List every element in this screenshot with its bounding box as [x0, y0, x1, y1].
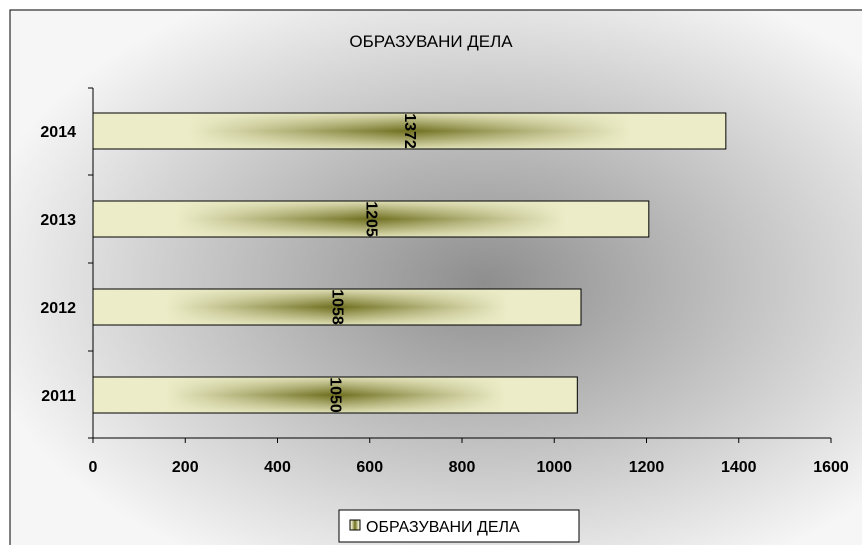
x-tick-label: 1000 [536, 459, 572, 476]
data-label: 1205 [362, 201, 379, 237]
x-tick-label: 400 [264, 459, 291, 476]
data-label: 1372 [401, 113, 418, 149]
bar-overlay [92, 288, 582, 326]
category-label: 2014 [40, 124, 76, 141]
category-label: 2012 [40, 300, 76, 317]
x-tick-label: 600 [356, 459, 383, 476]
category-label: 2011 [41, 388, 76, 405]
bar-overlay [92, 112, 727, 150]
data-label: 1050 [327, 377, 344, 413]
legend-swatch [349, 519, 361, 531]
x-tick-label: 800 [449, 459, 476, 476]
x-tick-label: 1200 [629, 459, 665, 476]
legend: ОБРАЗУВАНИ ДЕЛА [338, 509, 580, 543]
chart-title: ОБРАЗУВАНИ ДЕЛА [349, 32, 513, 51]
category-label: 2013 [40, 212, 76, 229]
legend-box [338, 509, 580, 543]
plot-area: 0 200 400 600 800 1000 1200 1400 1600 2011 1050 201… [40, 87, 849, 476]
x-tick-label: 1400 [721, 459, 757, 476]
bar-overlay [92, 376, 578, 414]
x-tick-label: 1600 [813, 459, 849, 476]
data-label: 1058 [329, 289, 346, 325]
x-tick-label: 200 [172, 459, 199, 476]
x-tick-label: 0 [89, 459, 98, 476]
legend-label: ОБРАЗУВАНИ ДЕЛА [366, 519, 520, 536]
chart-background [9, 9, 862, 545]
bar-overlay [92, 200, 650, 238]
